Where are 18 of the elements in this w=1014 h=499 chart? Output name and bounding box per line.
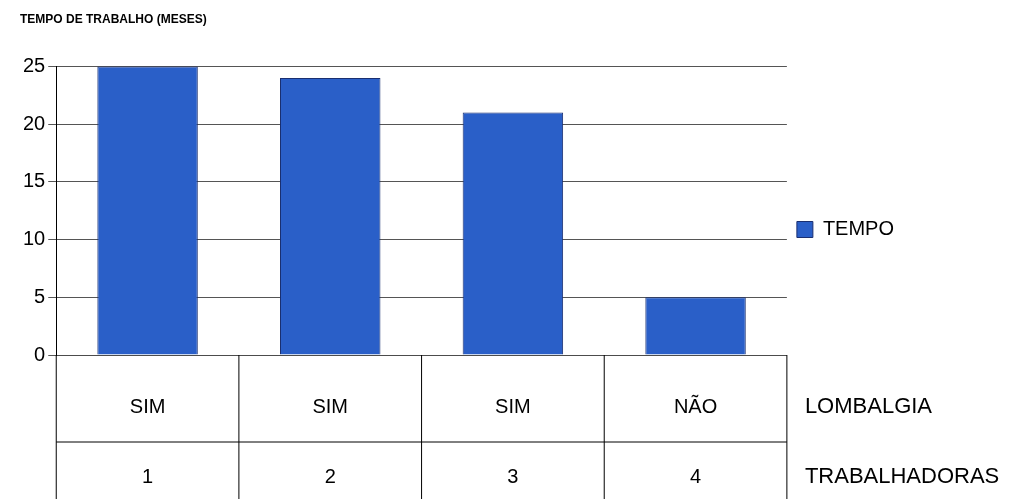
y-tick-label: 20 [23,111,46,134]
chart-title: TEMPO DE TRABALHO (MESES) [20,11,207,26]
text: 3 [507,464,519,487]
text: LOMBALGIA [804,393,933,419]
x-tick-label: SIM [129,394,166,417]
x-tick-label: SIM [312,394,349,417]
y-tick-label: 5 [34,284,46,307]
x-tick-label: NÃO [673,393,718,417]
y-tick-label: 15 [23,169,46,192]
text: 1 [142,464,154,487]
y-tick-label: 0 [34,342,46,365]
legend-label: TEMPO [822,217,895,240]
text: 4 [689,464,702,487]
text: 2 [324,464,336,487]
y-tick-label: 10 [23,227,46,250]
x-tick-label: SIM [495,394,531,417]
text: TRABALHADORAS [804,463,1000,489]
y-tick-label: 25 [23,53,46,76]
